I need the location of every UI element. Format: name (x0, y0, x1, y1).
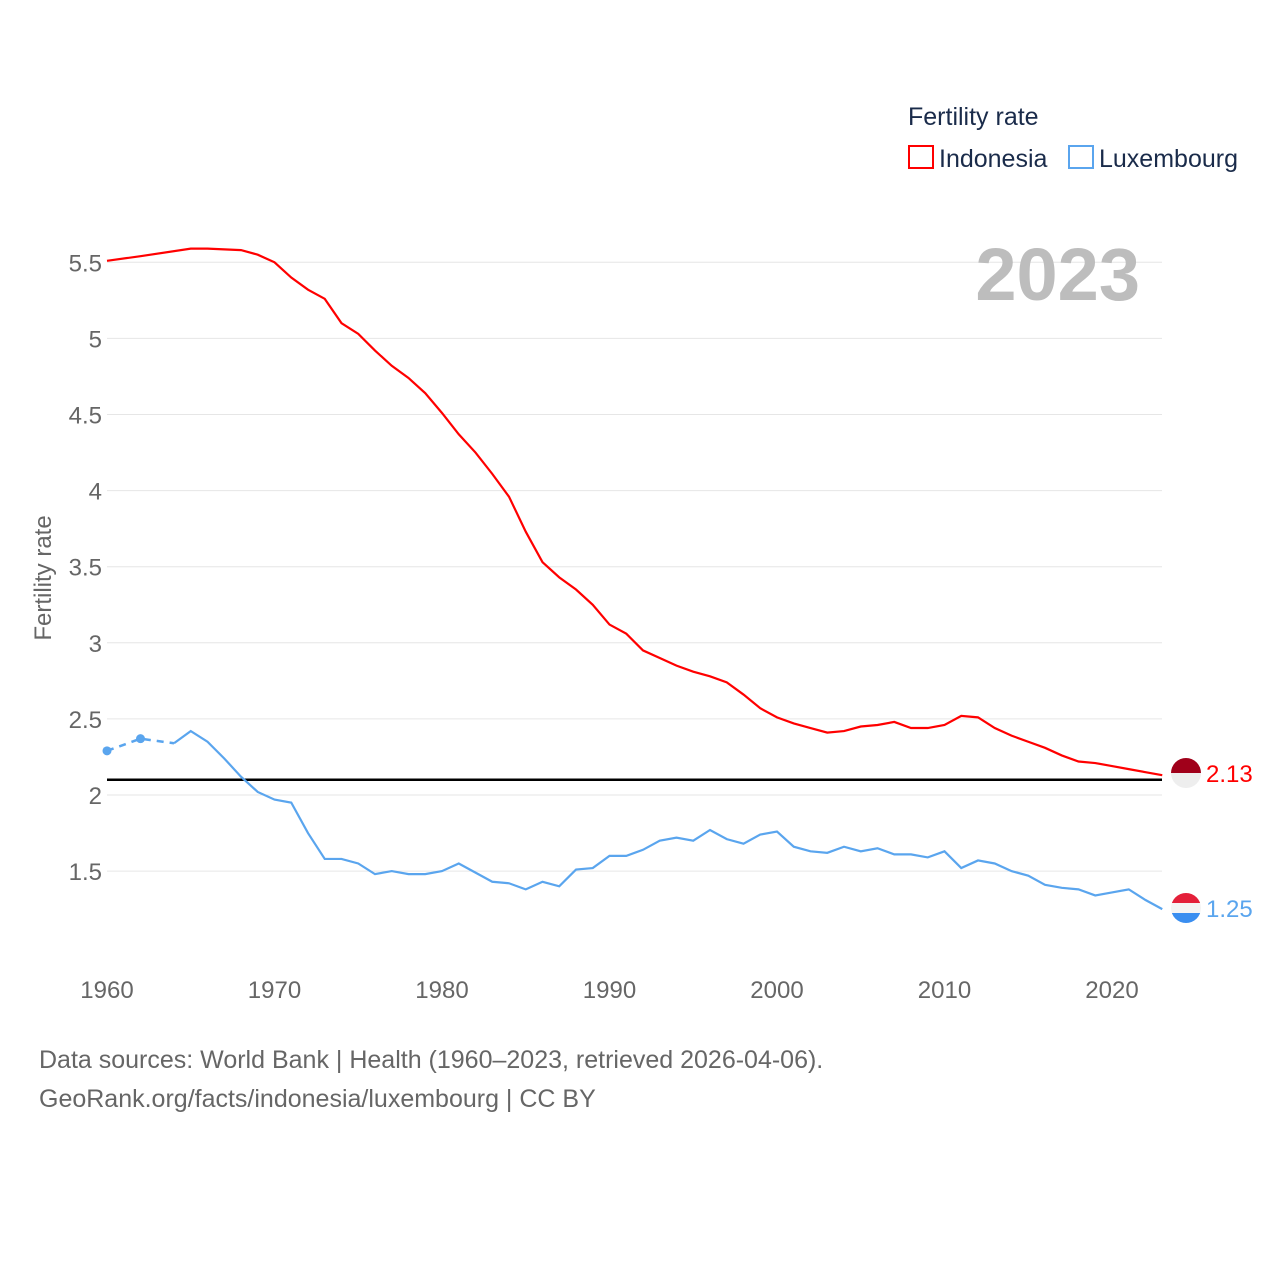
legend-title: Fertility rate (908, 103, 1039, 131)
data-point (136, 734, 145, 744)
x-tick-label: 1980 (415, 977, 468, 1004)
end-value-label-indonesia: 2.13 (1206, 761, 1253, 788)
footer-link[interactable]: GeoRank.org/facts/indonesia/luxembourg |… (39, 1085, 596, 1113)
flag-indonesia-icon (1171, 758, 1201, 773)
flag-indonesia-icon (1171, 773, 1201, 788)
y-axis-label: Fertility rate (30, 515, 57, 640)
legend-label-luxembourg: Luxembourg (1099, 145, 1238, 173)
legend-label-indonesia: Indonesia (939, 145, 1048, 173)
x-tick-label: 2000 (750, 977, 803, 1004)
x-tick-label: 1960 (80, 977, 133, 1004)
y-tick-label: 4 (89, 479, 102, 506)
y-tick-label: 3.5 (69, 555, 102, 582)
y-tick-label: 5.5 (69, 250, 102, 277)
series-line-luxembourg (173, 729, 1163, 911)
x-tick-label: 2020 (1085, 977, 1138, 1004)
year-label: 2023 (975, 233, 1140, 316)
y-tick-label: 2.5 (69, 707, 102, 734)
y-tick-label: 1.5 (69, 859, 102, 886)
y-tick-label: 5 (89, 326, 102, 353)
x-tick-label: 1970 (248, 977, 301, 1004)
flag-luxembourg-icon (1171, 893, 1201, 903)
legend-swatch-indonesia (908, 145, 934, 169)
series-dashed-luxembourg (106, 737, 175, 753)
x-tick-label: 2010 (918, 977, 971, 1004)
y-tick-label: 4.5 (69, 403, 102, 430)
end-value-label-luxembourg: 1.25 (1206, 896, 1253, 923)
footer-source: Data sources: World Bank | Health (1960–… (39, 1046, 824, 1074)
legend-swatch-luxembourg (1068, 145, 1094, 169)
y-tick-label: 2 (89, 783, 102, 810)
x-tick-label: 1990 (583, 977, 636, 1004)
data-point (102, 746, 112, 756)
series-line-indonesia (106, 247, 1163, 777)
y-tick-label: 3 (89, 631, 102, 658)
flag-luxembourg-icon (1171, 913, 1201, 923)
flag-luxembourg-icon (1171, 903, 1201, 913)
